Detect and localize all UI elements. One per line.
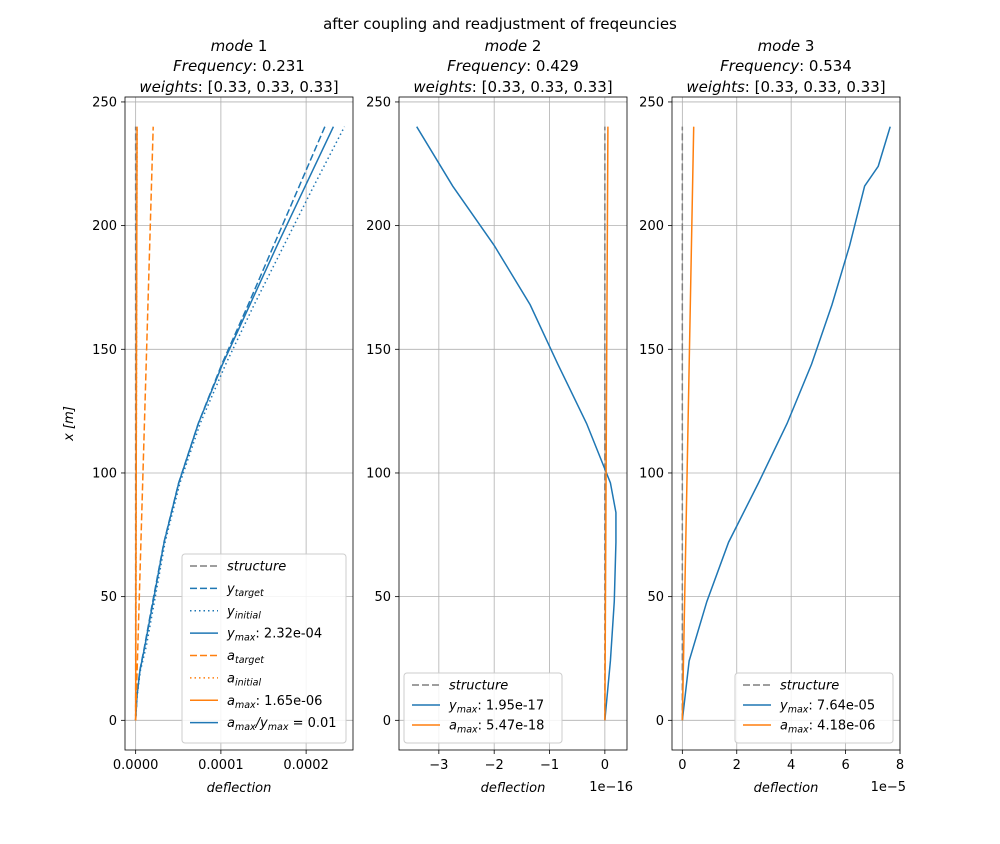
y-tick-label: 50 <box>100 590 117 605</box>
y-tick-label: 50 <box>647 590 664 605</box>
legend-entry-label: structure <box>780 679 839 694</box>
figure-suptitle: after coupling and readjustment of freqe… <box>323 15 677 33</box>
x-tick-label: 0 <box>678 758 686 773</box>
y-tick-label: 0 <box>109 714 117 729</box>
axes-frame <box>124 96 354 751</box>
subplot-mode-3: 0 2 4 6 8 0 50 100 150 200 250 1e−5 deflection mode 3… <box>639 37 906 796</box>
y-tick-label: 100 <box>92 466 117 481</box>
y-tick-label: 200 <box>92 219 117 234</box>
y-tick-label: 250 <box>639 95 664 110</box>
legend-frame <box>403 672 563 744</box>
x-offset-text: 1e−5 <box>871 780 906 795</box>
legend-entry-label: yinitial <box>226 604 261 621</box>
y-tick-label: 0 <box>383 714 391 729</box>
legend-frame <box>734 672 894 744</box>
subplot-mode-1: 0.0000 0.0001 0.0002 0 50 100 150 200 250 deflect… <box>62 37 354 796</box>
y-tick-label: 50 <box>374 590 391 605</box>
legend-entry-label: ainitial <box>227 671 261 688</box>
legend-entry-label: amax: 1.65e-06 <box>227 694 322 711</box>
y-tick-label: 150 <box>92 343 117 358</box>
x-axis-label: deflection <box>754 781 819 796</box>
subplot-mode-2: −3 −2 −1 0 0 50 100 150 200 250 1e−16 deflection mod… <box>366 37 633 796</box>
x-tick-label: 2 <box>733 758 741 773</box>
x-axis-label: deflection <box>207 781 272 796</box>
series-line-y-max <box>681 126 891 721</box>
y-axis-label: x [m] <box>62 406 77 442</box>
legend: structure ymax: 1.95e-17 amax: 5.47e-18 <box>403 672 563 744</box>
legend-entry-label: atarget <box>227 649 265 666</box>
title-frequency: Frequency: 0.534 <box>720 57 852 75</box>
y-tick-label: 250 <box>92 95 117 110</box>
subplot-title: mode 1 Frequency: 0.231 weights: [0.33, 0.… <box>139 37 338 96</box>
y-tick-label: 250 <box>366 95 391 110</box>
legend-entry-label: amax: 4.18e-06 <box>780 719 875 736</box>
subplot-title: mode 3 Frequency: 0.534 weights: [0.33, 0.… <box>686 37 885 96</box>
subplots: 0.0000 0.0001 0.0002050100150200250deflect… <box>62 37 906 796</box>
series-group <box>416 126 617 721</box>
series-line-y-max <box>416 126 617 721</box>
y-tick-label: 150 <box>366 343 391 358</box>
legend-entry-label: structure <box>449 679 508 694</box>
legend-entry-label: amax/ymax = 0.01 <box>227 716 337 733</box>
x-tick-label: 6 <box>841 758 849 773</box>
axes-frame <box>671 96 901 751</box>
legend-frame <box>181 553 347 744</box>
y-tick-label: 200 <box>366 219 391 234</box>
subplot-title: mode 2 Frequency: 0.429 weights: [0.33, 0.… <box>413 37 612 96</box>
legend-entry-label: ymax: 1.95e-17 <box>448 699 544 716</box>
x-axis-label: deflection <box>481 781 546 796</box>
x-tick-label: −2 <box>485 758 504 773</box>
x-tick-label: −1 <box>540 758 559 773</box>
title-mode: mode 2 <box>485 37 542 55</box>
series-line-a-max <box>134 126 138 721</box>
x-offset-text: 1e−16 <box>589 780 633 795</box>
title-weights: weights: [0.33, 0.33, 0.33] <box>139 78 338 96</box>
series-line-a-target <box>134 126 154 721</box>
legend-entry-label: ymax: 2.32e-04 <box>226 627 322 644</box>
x-tick-label: 0.0001 <box>198 758 244 773</box>
x-tick-label: −3 <box>429 758 448 773</box>
series-group <box>681 126 891 721</box>
x-tick-label: 8 <box>896 758 904 773</box>
legend-entry-label: amax: 5.47e-18 <box>449 719 544 736</box>
series-line-a-max <box>604 126 609 721</box>
title-frequency: Frequency: 0.231 <box>173 57 305 75</box>
title-mode: mode 3 <box>758 37 815 55</box>
y-tick-label: 150 <box>639 343 664 358</box>
series-line-y-max <box>134 126 335 721</box>
y-tick-label: 100 <box>366 466 391 481</box>
axes-frame <box>398 96 628 751</box>
legend: structure ytarget yinitial ymax: 2.32e-04 at… <box>181 553 347 744</box>
legend-entry-label: ytarget <box>226 582 265 599</box>
y-tick-label: 100 <box>639 466 664 481</box>
x-tick-label: 0.0000 <box>113 758 159 773</box>
x-tick-label: 0.0002 <box>283 758 329 773</box>
x-tick-label: 0 <box>601 758 609 773</box>
y-tick-label: 200 <box>639 219 664 234</box>
series-group <box>134 126 346 721</box>
title-weights: weights: [0.33, 0.33, 0.33] <box>413 78 612 96</box>
x-tick-label: 4 <box>787 758 795 773</box>
title-mode: mode 1 <box>211 37 268 55</box>
title-weights: weights: [0.33, 0.33, 0.33] <box>686 78 885 96</box>
legend: structure ymax: 7.64e-05 amax: 4.18e-06 <box>734 672 894 744</box>
series-line-a-max <box>681 126 695 721</box>
title-frequency: Frequency: 0.429 <box>447 57 579 75</box>
legend-entry-label: ymax: 7.64e-05 <box>779 699 875 716</box>
legend-entry-label: structure <box>227 560 286 575</box>
y-tick-label: 0 <box>656 714 664 729</box>
